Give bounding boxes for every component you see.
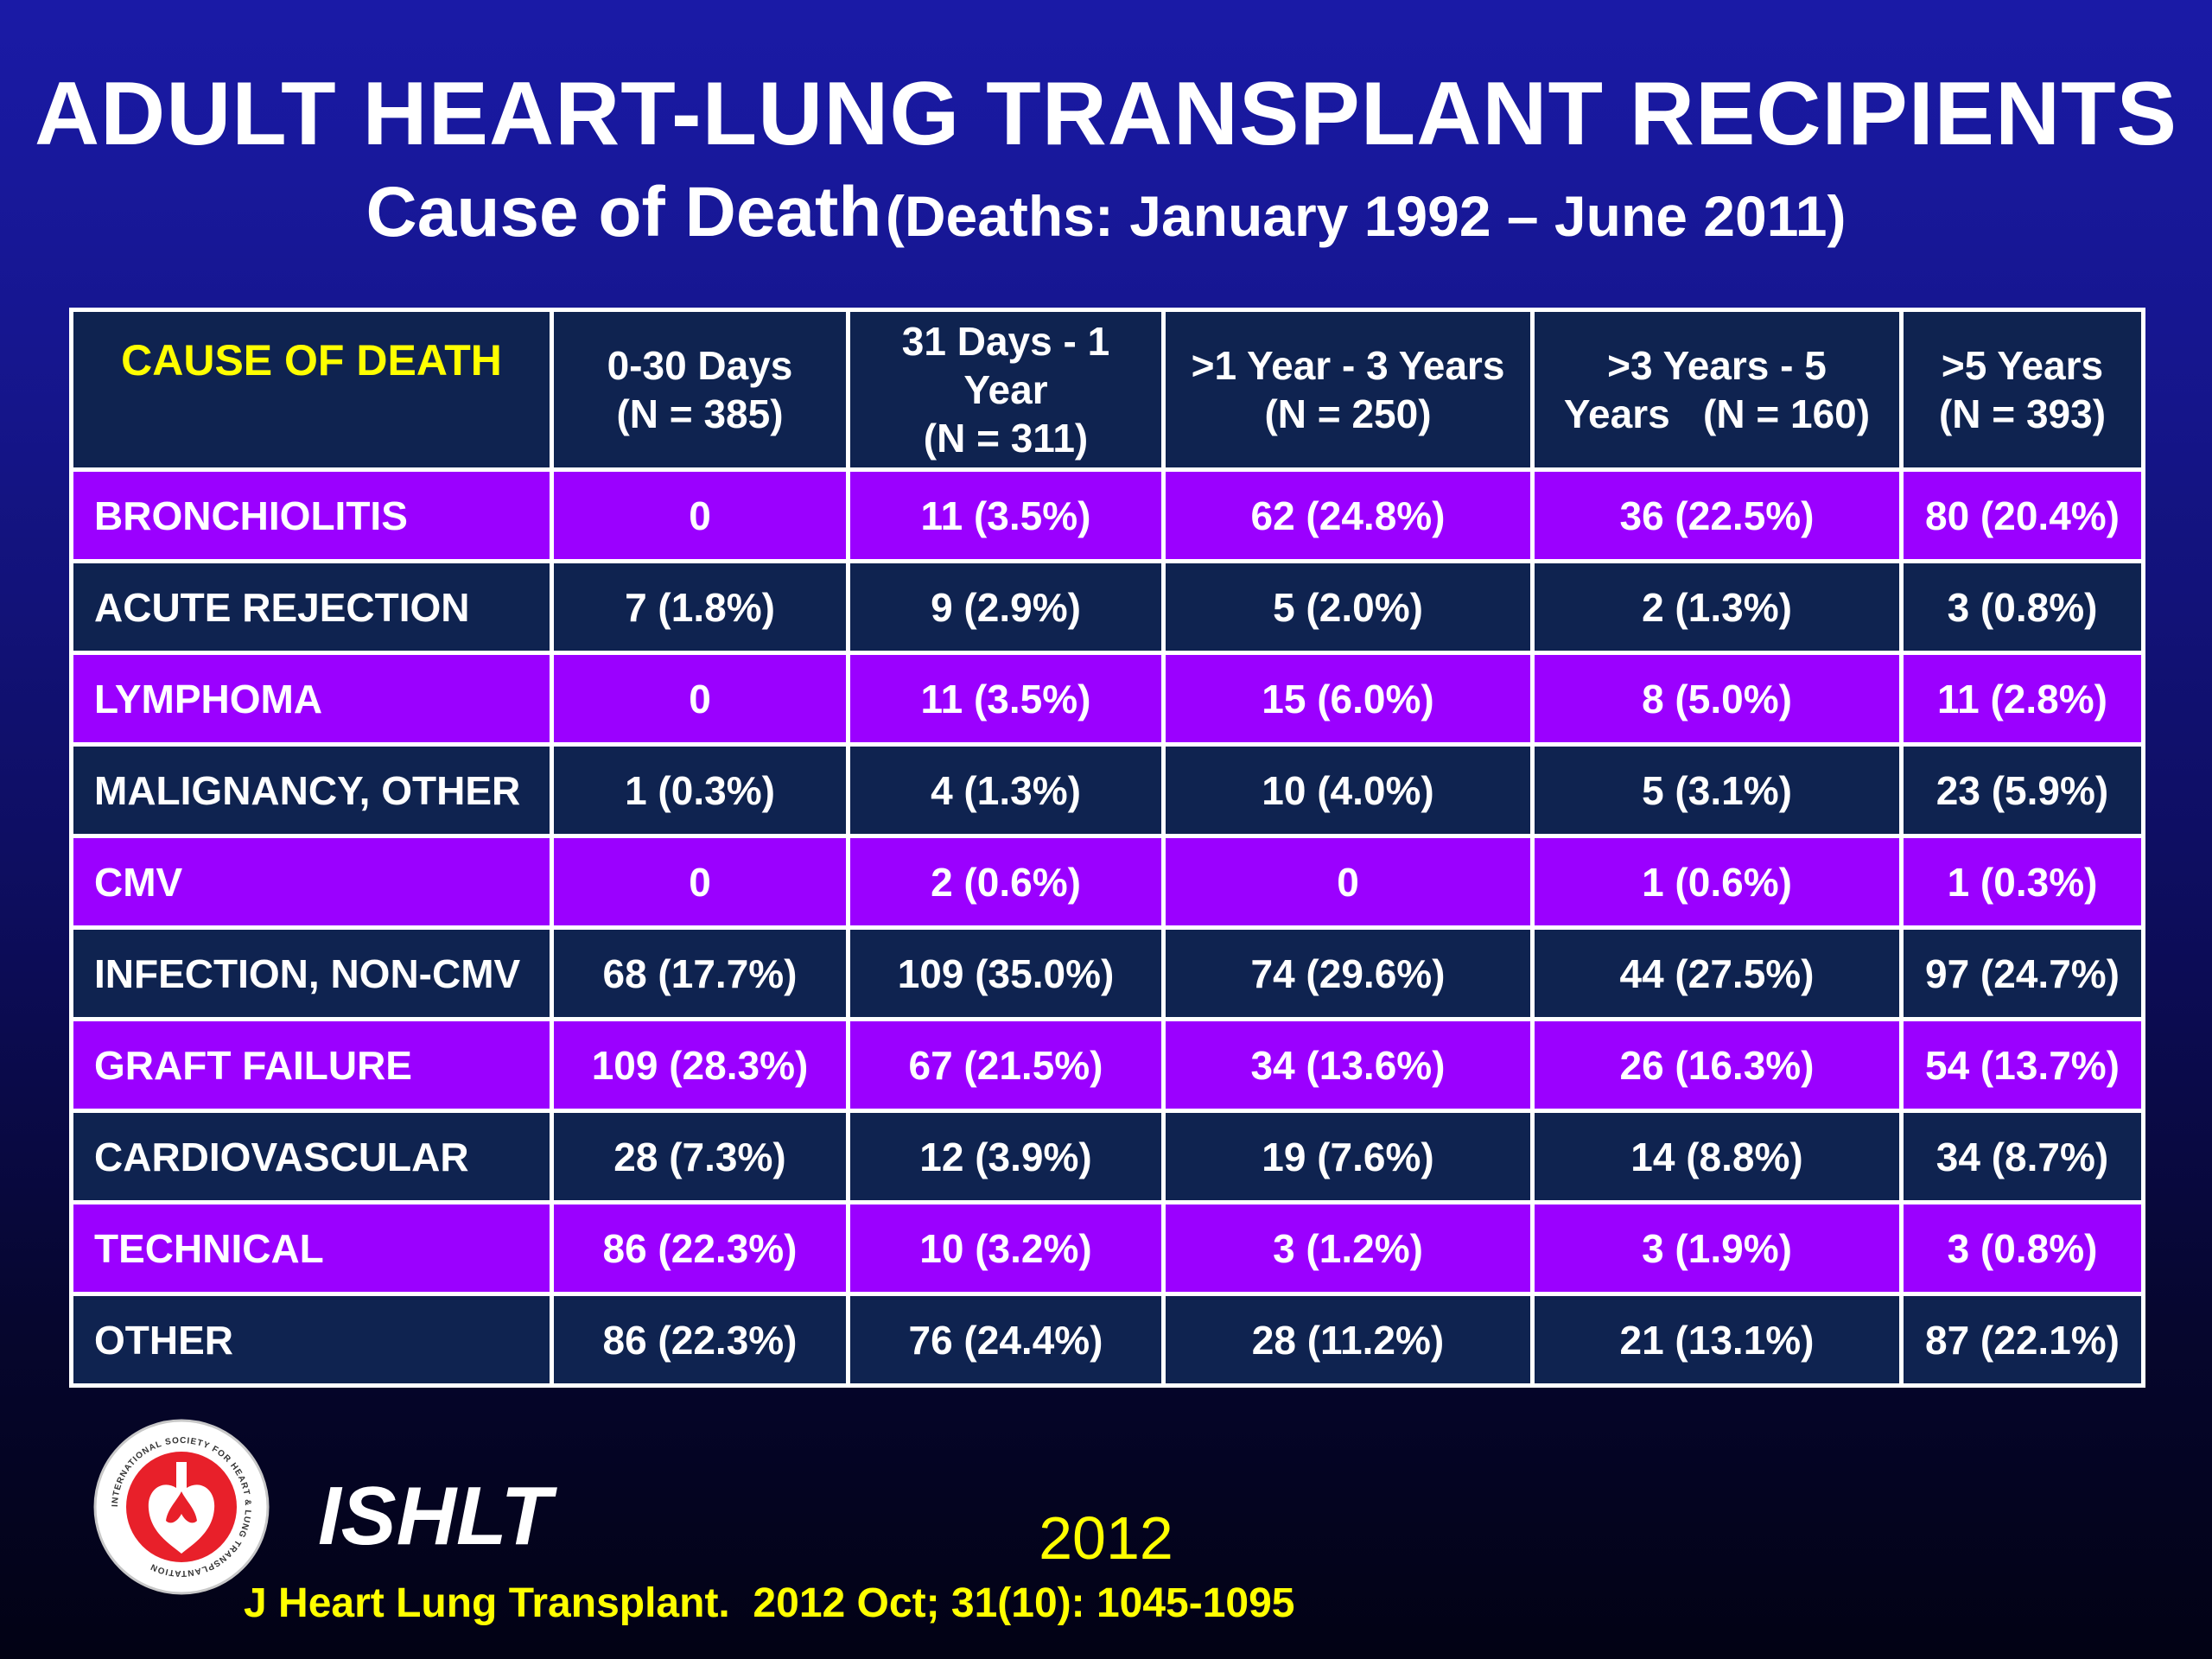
value-cell: 3 (1.2%)	[1161, 1200, 1535, 1296]
value-cell: 2 (1.3%)	[1530, 559, 1904, 655]
value-cell: 86 (22.3%)	[550, 1292, 850, 1388]
value-cell: 8 (5.0%)	[1530, 651, 1904, 747]
table-row: GRAFT FAILURE 109 (28.3%) 67 (21.5%) 34 …	[69, 1017, 2145, 1113]
column-header-period: 0-30 Days	[607, 343, 793, 388]
value-cell: 28 (7.3%)	[550, 1109, 850, 1205]
value-cell: 68 (17.7%)	[550, 925, 850, 1021]
table-row: BRONCHIOLITIS 0 11 (3.5%) 62 (24.8%) 36 …	[69, 467, 2145, 563]
value-cell: 34 (13.6%)	[1161, 1017, 1535, 1113]
value-cell: 5 (3.1%)	[1530, 742, 1904, 838]
value-cell: 19 (7.6%)	[1161, 1109, 1535, 1205]
value-cell: 11 (3.5%)	[846, 467, 1166, 563]
cause-cell: BRONCHIOLITIS	[69, 467, 554, 563]
table-header-row: CAUSE OF DEATH 0-30 Days (N = 385) 31 Day…	[69, 308, 2145, 472]
citation: J Heart Lung Transplant. 2012 Oct; 31(10…	[244, 1580, 1295, 1626]
value-cell: 1 (0.3%)	[1899, 834, 2145, 930]
value-cell: 15 (6.0%)	[1161, 651, 1535, 747]
value-cell: 3 (0.8%)	[1899, 1200, 2145, 1296]
column-header-count: (N = 250)	[1264, 391, 1432, 436]
value-cell: 1 (0.3%)	[550, 742, 850, 838]
value-cell: 76 (24.4%)	[846, 1292, 1166, 1388]
value-cell: 67 (21.5%)	[846, 1017, 1166, 1113]
cause-cell: TECHNICAL	[69, 1200, 554, 1296]
org-name: ISHLT	[318, 1470, 552, 1562]
column-header-count: Years (N = 160)	[1563, 391, 1871, 436]
value-cell: 4 (1.3%)	[846, 742, 1166, 838]
cause-cell: OTHER	[69, 1292, 554, 1388]
value-cell: 109 (28.3%)	[550, 1017, 850, 1113]
value-cell: 23 (5.9%)	[1899, 742, 2145, 838]
cause-cell: LYMPHOMA	[69, 651, 554, 747]
value-cell: 36 (22.5%)	[1530, 467, 1904, 563]
value-cell: 109 (35.0%)	[846, 925, 1166, 1021]
value-cell: 11 (3.5%)	[846, 651, 1166, 747]
value-cell: 10 (4.0%)	[1161, 742, 1535, 838]
column-header-count: (N = 393)	[1938, 391, 2107, 436]
subtitle-main: Cause of Death	[365, 173, 882, 251]
value-cell: 1 (0.6%)	[1530, 834, 1904, 930]
value-cell: 0	[550, 834, 850, 930]
cause-cell: GRAFT FAILURE	[69, 1017, 554, 1113]
value-cell: 14 (8.8%)	[1530, 1109, 1904, 1205]
cause-cell: CARDIOVASCULAR	[69, 1109, 554, 1205]
value-cell: 0	[1161, 834, 1535, 930]
year-label: 2012	[1039, 1504, 1173, 1572]
column-header: >1 Year - 3 Years (N = 250)	[1161, 308, 1535, 472]
table-row: ACUTE REJECTION 7 (1.8%) 9 (2.9%) 5 (2.0…	[69, 559, 2145, 655]
cause-cell: CMV	[69, 834, 554, 930]
value-cell: 74 (29.6%)	[1161, 925, 1535, 1021]
column-header-period: >1 Year - 3 Years	[1191, 343, 1505, 388]
value-cell: 54 (13.7%)	[1899, 1017, 2145, 1113]
column-header-period: >5 Years	[1941, 343, 2104, 388]
value-cell: 5 (2.0%)	[1161, 559, 1535, 655]
value-cell: 2 (0.6%)	[846, 834, 1166, 930]
value-cell: 10 (3.2%)	[846, 1200, 1166, 1296]
column-header: 0-30 Days (N = 385)	[550, 308, 850, 472]
value-cell: 87 (22.1%)	[1899, 1292, 2145, 1388]
value-cell: 34 (8.7%)	[1899, 1109, 2145, 1205]
slide-subtitle: Cause of Death (Deaths: January 1992 – J…	[0, 169, 2212, 276]
value-cell: 0	[550, 651, 850, 747]
value-cell: 12 (3.9%)	[846, 1109, 1166, 1205]
value-cell: 3 (1.9%)	[1530, 1200, 1904, 1296]
cause-of-death-header: CAUSE OF DEATH	[69, 308, 554, 472]
cause-of-death-table: CAUSE OF DEATH 0-30 Days (N = 385) 31 Day…	[69, 308, 2145, 1388]
value-cell: 86 (22.3%)	[550, 1200, 850, 1296]
column-header-period: 31 Days - 1 Year	[901, 319, 1110, 412]
table-row: INFECTION, NON-CMV 68 (17.7%) 109 (35.0%…	[69, 925, 2145, 1021]
table-row: OTHER 86 (22.3%) 76 (24.4%) 28 (11.2%) 2…	[69, 1292, 2145, 1388]
value-cell: 9 (2.9%)	[846, 559, 1166, 655]
value-cell: 62 (24.8%)	[1161, 467, 1535, 563]
value-cell: 28 (11.2%)	[1161, 1292, 1535, 1388]
value-cell: 3 (0.8%)	[1899, 559, 2145, 655]
subtitle-date-range: (Deaths: January 1992 – June 2011)	[885, 184, 1847, 248]
value-cell: 7 (1.8%)	[550, 559, 850, 655]
column-header-count: (N = 385)	[616, 391, 784, 436]
column-header-count: (N = 311)	[923, 416, 1089, 461]
cause-cell: MALIGNANCY, OTHER	[69, 742, 554, 838]
value-cell: 44 (27.5%)	[1530, 925, 1904, 1021]
value-cell: 80 (20.4%)	[1899, 467, 2145, 563]
cause-cell: ACUTE REJECTION	[69, 559, 554, 655]
ishlt-seal-icon: INTERNATIONAL SOCIETY FOR HEART & LUNG T…	[93, 1419, 270, 1595]
table-row: LYMPHOMA 0 11 (3.5%) 15 (6.0%) 8 (5.0%) …	[69, 651, 2145, 747]
value-cell: 97 (24.7%)	[1899, 925, 2145, 1021]
column-header: >5 Years (N = 393)	[1899, 308, 2145, 472]
column-header: 31 Days - 1 Year (N = 311)	[846, 308, 1166, 472]
value-cell: 11 (2.8%)	[1899, 651, 2145, 747]
table-row: MALIGNANCY, OTHER 1 (0.3%) 4 (1.3%) 10 (…	[69, 742, 2145, 838]
table-row: TECHNICAL 86 (22.3%) 10 (3.2%) 3 (1.2%) …	[69, 1200, 2145, 1296]
value-cell: 21 (13.1%)	[1530, 1292, 1904, 1388]
value-cell: 26 (16.3%)	[1530, 1017, 1904, 1113]
column-header: >3 Years - 5 Years (N = 160)	[1530, 308, 1904, 472]
table-row: CMV 0 2 (0.6%) 0 1 (0.6%) 1 (0.3%)	[69, 834, 2145, 930]
cause-cell: INFECTION, NON-CMV	[69, 925, 554, 1021]
slide-title: ADULT HEART-LUNG TRANSPLANT RECIPIENTS	[34, 64, 2178, 164]
column-header-period: >3 Years - 5	[1607, 343, 1827, 388]
table-row: CARDIOVASCULAR 28 (7.3%) 12 (3.9%) 19 (7…	[69, 1109, 2145, 1205]
value-cell: 0	[550, 467, 850, 563]
